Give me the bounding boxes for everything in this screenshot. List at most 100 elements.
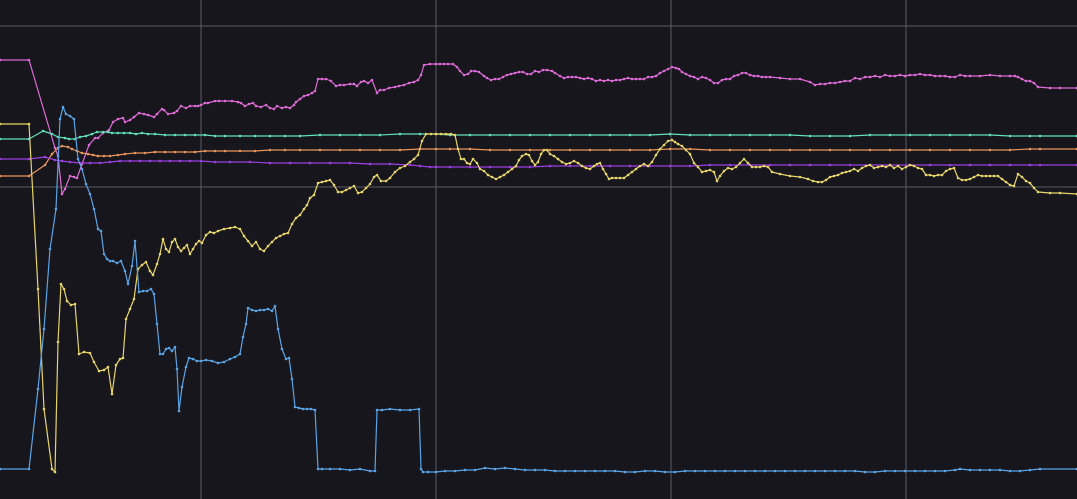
- data-point: [806, 177, 810, 181]
- data-point: [398, 408, 402, 412]
- data-point: [713, 469, 717, 473]
- data-point: [111, 120, 115, 124]
- data-point: [1004, 180, 1008, 184]
- data-point: [754, 165, 758, 169]
- data-point: [488, 133, 492, 137]
- data-point: [167, 250, 171, 254]
- data-point: [268, 161, 272, 165]
- data-point: [898, 73, 902, 77]
- data-point: [336, 190, 340, 194]
- data-point: [428, 62, 432, 66]
- data-point: [778, 172, 782, 176]
- data-point: [996, 174, 1000, 178]
- data-point: [628, 148, 632, 152]
- data-point: [197, 239, 201, 243]
- data-point: [808, 80, 812, 84]
- data-point: [692, 75, 696, 79]
- data-point: [913, 73, 917, 77]
- data-point: [928, 133, 932, 137]
- data-point: [266, 307, 270, 311]
- data-point: [206, 101, 210, 105]
- data-point: [412, 80, 416, 84]
- data-point: [444, 132, 448, 136]
- data-point: [318, 148, 322, 152]
- data-point: [258, 308, 262, 312]
- data-point: [734, 165, 738, 169]
- data-point: [262, 249, 266, 253]
- data-point: [241, 335, 245, 339]
- data-point: [843, 79, 847, 83]
- data-point: [290, 222, 294, 226]
- data-point: [92, 360, 96, 364]
- data-point: [419, 467, 423, 471]
- data-point: [420, 139, 424, 143]
- data-point: [900, 167, 904, 171]
- data-point: [520, 154, 524, 158]
- data-point: [828, 148, 832, 152]
- data-point: [340, 190, 344, 194]
- data-point: [236, 100, 240, 104]
- data-point: [275, 104, 279, 108]
- data-point: [222, 227, 226, 231]
- data-point: [59, 282, 63, 286]
- data-point: [439, 132, 443, 136]
- data-point: [364, 186, 368, 190]
- data-point: [948, 75, 952, 79]
- data-point: [278, 234, 282, 238]
- data-point: [375, 173, 379, 177]
- data-point: [843, 469, 847, 473]
- data-point: [708, 163, 712, 167]
- data-point: [375, 408, 379, 412]
- data-point: [668, 164, 672, 168]
- data-point: [412, 157, 416, 161]
- data-point: [305, 407, 309, 411]
- data-point: [533, 163, 537, 167]
- data-point: [556, 157, 560, 161]
- data-point: [378, 133, 382, 137]
- data-point: [873, 470, 877, 474]
- data-point: [185, 243, 189, 247]
- data-point: [259, 105, 263, 109]
- data-point: [912, 164, 916, 168]
- data-point: [213, 99, 217, 103]
- data-point: [1008, 134, 1012, 138]
- data-point: [482, 74, 486, 78]
- data-point: [768, 148, 772, 152]
- data-point: [418, 132, 422, 136]
- data-point: [928, 173, 932, 177]
- data-point: [643, 469, 647, 473]
- data-point: [95, 130, 99, 134]
- data-point: [448, 147, 452, 151]
- data-point: [187, 356, 191, 360]
- data-point: [434, 132, 438, 136]
- data-point: [193, 133, 197, 137]
- data-point: [368, 469, 372, 473]
- data-point: [462, 73, 466, 77]
- data-point: [213, 134, 217, 138]
- data-point: [250, 308, 254, 312]
- data-point: [273, 304, 277, 308]
- data-point: [451, 62, 455, 66]
- data-point: [132, 297, 136, 301]
- data-point: [676, 142, 680, 146]
- data-point: [748, 148, 752, 152]
- data-point: [142, 112, 146, 116]
- data-point: [653, 469, 657, 473]
- data-point: [200, 241, 204, 245]
- data-point: [1058, 86, 1062, 90]
- data-point: [595, 162, 599, 166]
- data-point: [863, 75, 867, 79]
- data-point: [193, 104, 197, 108]
- data-point: [342, 83, 346, 87]
- data-point: [223, 149, 227, 153]
- data-point: [358, 148, 362, 152]
- data-point: [948, 167, 952, 171]
- data-point: [828, 175, 832, 179]
- data-point: [848, 148, 852, 152]
- data-point: [746, 161, 750, 165]
- data-point: [548, 152, 552, 156]
- data-point: [375, 91, 379, 95]
- data-point: [568, 133, 572, 137]
- data-point: [355, 84, 359, 88]
- data-point: [408, 408, 412, 412]
